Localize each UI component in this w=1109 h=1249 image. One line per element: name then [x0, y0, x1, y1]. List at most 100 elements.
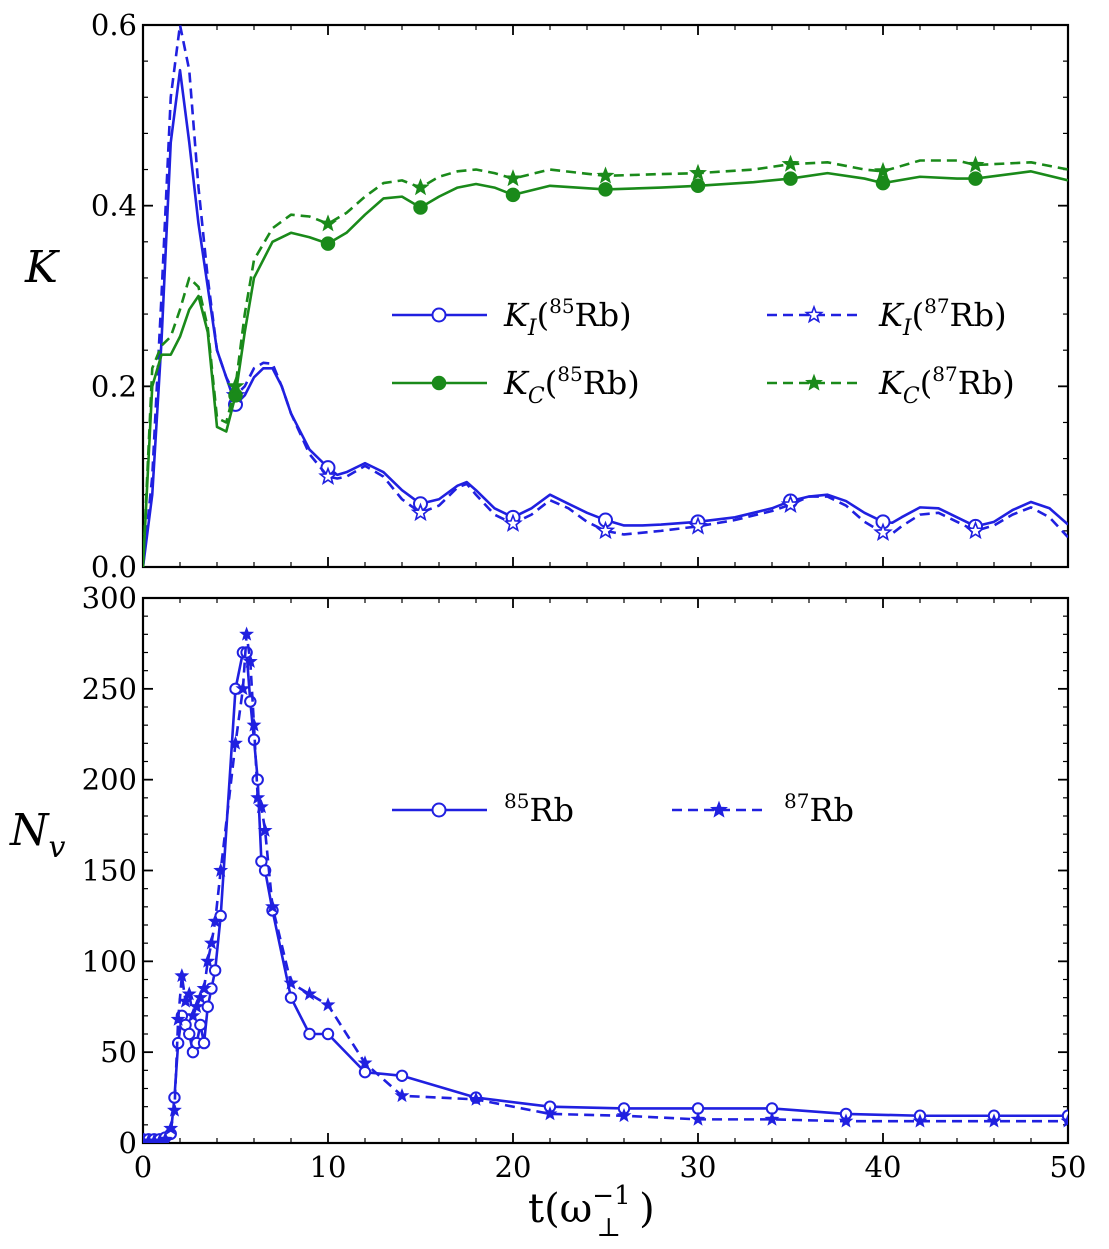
data-point	[257, 822, 273, 837]
data-point	[505, 187, 521, 203]
x-tick-label: 10	[310, 1150, 347, 1184]
data-point	[783, 171, 798, 186]
y-tick-label: 300	[82, 581, 137, 615]
y-tick-label: 0.6	[91, 8, 137, 42]
legend-paren: (	[912, 296, 924, 334]
data-point	[875, 175, 891, 191]
y-tick-label: 0	[119, 1126, 137, 1160]
data-point	[542, 1106, 558, 1121]
legend-label: KI(87Rb)	[878, 294, 1007, 341]
data-point	[410, 502, 431, 522]
data-point	[395, 1069, 409, 1082]
data-point	[283, 975, 299, 990]
legend-paren: (	[920, 364, 932, 402]
data-point	[167, 1102, 182, 1117]
data-point	[357, 1055, 373, 1070]
data-point	[239, 626, 255, 641]
x-tick-label: 20	[495, 1150, 532, 1184]
x-tick-label: 0	[134, 1150, 152, 1184]
data-point	[690, 178, 706, 194]
data-point	[200, 953, 216, 968]
data-point	[303, 1027, 316, 1041]
data-point	[265, 899, 280, 914]
data-point	[178, 993, 193, 1008]
data-point	[411, 178, 430, 196]
data-point	[968, 171, 983, 186]
legend-marker	[710, 800, 728, 818]
series-line-k-c-85rb	[143, 170, 1068, 567]
data-point	[284, 991, 298, 1004]
legend-isotope: Rb	[583, 364, 628, 402]
data-point	[185, 1008, 201, 1023]
plot-frame	[141, 23, 1070, 569]
data-point	[170, 1011, 186, 1026]
legend-paren-close: )	[627, 364, 639, 402]
data-point	[235, 681, 251, 696]
y-label-sub: v	[49, 830, 66, 865]
data-point	[228, 735, 243, 750]
legend-marker	[431, 802, 447, 818]
data-point	[413, 200, 428, 215]
data-point	[781, 154, 800, 172]
x-tick-label: 40	[865, 1150, 902, 1184]
legend-subscript: C	[903, 384, 920, 409]
data-point	[986, 1113, 1002, 1128]
data-point	[226, 376, 245, 394]
legend-symbol: K	[503, 296, 530, 334]
data-point	[319, 214, 337, 232]
x-label-close: )	[639, 1186, 655, 1232]
legend-subscript: C	[528, 384, 545, 409]
x-axis-label: t(ω−1 ⊥)	[528, 1181, 655, 1243]
legend-paren: (	[537, 296, 549, 334]
x-tick-label: 30	[680, 1150, 717, 1184]
legend-marker	[804, 304, 824, 324]
data-point	[320, 236, 336, 251]
data-point	[197, 1036, 211, 1050]
legend-entry-k-i-87rb: KI(87Rb)	[767, 294, 1007, 341]
y-tick-label: 100	[82, 944, 137, 978]
data-point	[688, 516, 708, 535]
data-point	[596, 166, 615, 184]
legend-isotope: Rb	[529, 791, 574, 829]
legend-isotope: Rb	[575, 296, 620, 334]
data-point	[764, 1111, 780, 1126]
legend-isotope: Rb	[958, 364, 1003, 402]
legend-marker	[431, 307, 447, 323]
data-point	[965, 520, 986, 540]
legend-label: KI(85Rb)	[503, 294, 632, 341]
data-point	[163, 1120, 179, 1135]
legend-label: 85Rb	[504, 789, 574, 829]
data-point	[244, 695, 257, 708]
data-point	[503, 513, 523, 532]
legend-symbol: K	[878, 364, 905, 402]
legend-superscript: 85	[557, 362, 582, 386]
data-point	[213, 862, 229, 877]
y-tick-label: 50	[100, 1035, 137, 1069]
y-tick-label: 0.4	[91, 189, 137, 223]
data-point	[204, 935, 219, 950]
legend-entry-87rb: 87Rb	[672, 789, 854, 829]
legend-symbol: K	[878, 296, 905, 334]
data-point	[189, 998, 205, 1014]
legend-subscript: I	[902, 316, 913, 341]
y-tick-label: 200	[82, 763, 137, 797]
legend-paren: (	[545, 364, 557, 402]
y-tick-label: 0.0	[91, 550, 137, 584]
data-point	[192, 989, 208, 1004]
data-point	[174, 968, 190, 983]
data-point	[253, 799, 269, 814]
data-point	[358, 1065, 372, 1079]
legend-label: 87Rb	[784, 789, 854, 829]
legend-superscript: 85	[549, 294, 574, 318]
series-87rb	[143, 626, 1068, 1143]
data-point	[690, 1111, 706, 1126]
x-label-sup: −1	[592, 1181, 630, 1211]
y-axis-label-nv: Nv	[9, 805, 66, 865]
legend-subscript: I	[527, 316, 538, 341]
data-point	[157, 1131, 173, 1143]
legend-label: KC(85Rb)	[503, 362, 640, 409]
data-point	[201, 1000, 214, 1013]
legend-paren-close: )	[994, 296, 1006, 334]
